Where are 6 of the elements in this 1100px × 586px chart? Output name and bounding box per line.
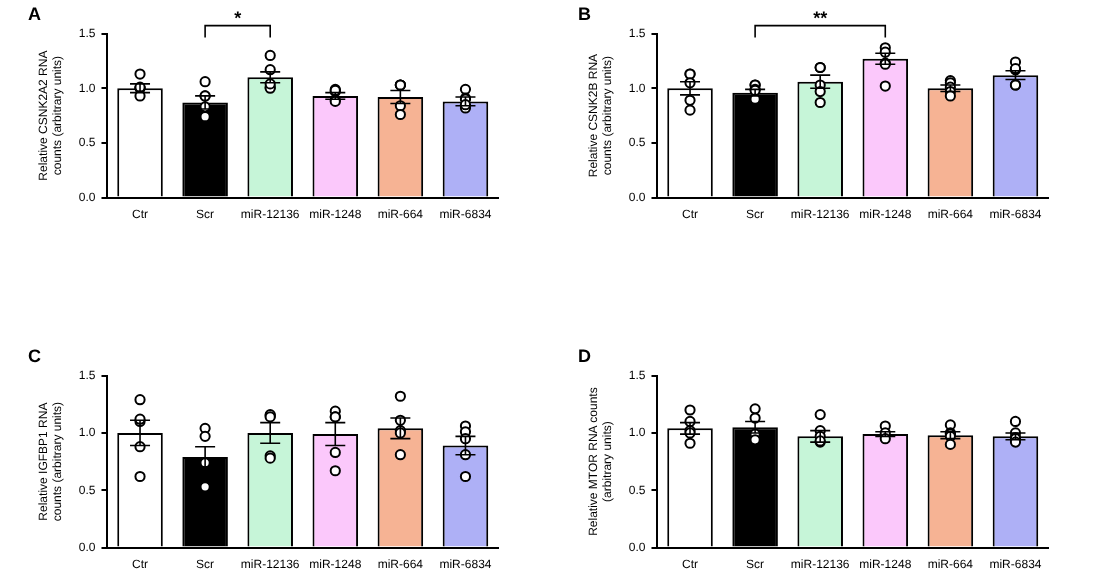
chart-title: C — [28, 345, 42, 366]
text: * — [234, 7, 243, 28]
chart-title: B — [578, 3, 592, 24]
chart-title: D — [578, 345, 592, 366]
chart-title: A — [28, 3, 42, 24]
text: ** — [813, 7, 829, 28]
